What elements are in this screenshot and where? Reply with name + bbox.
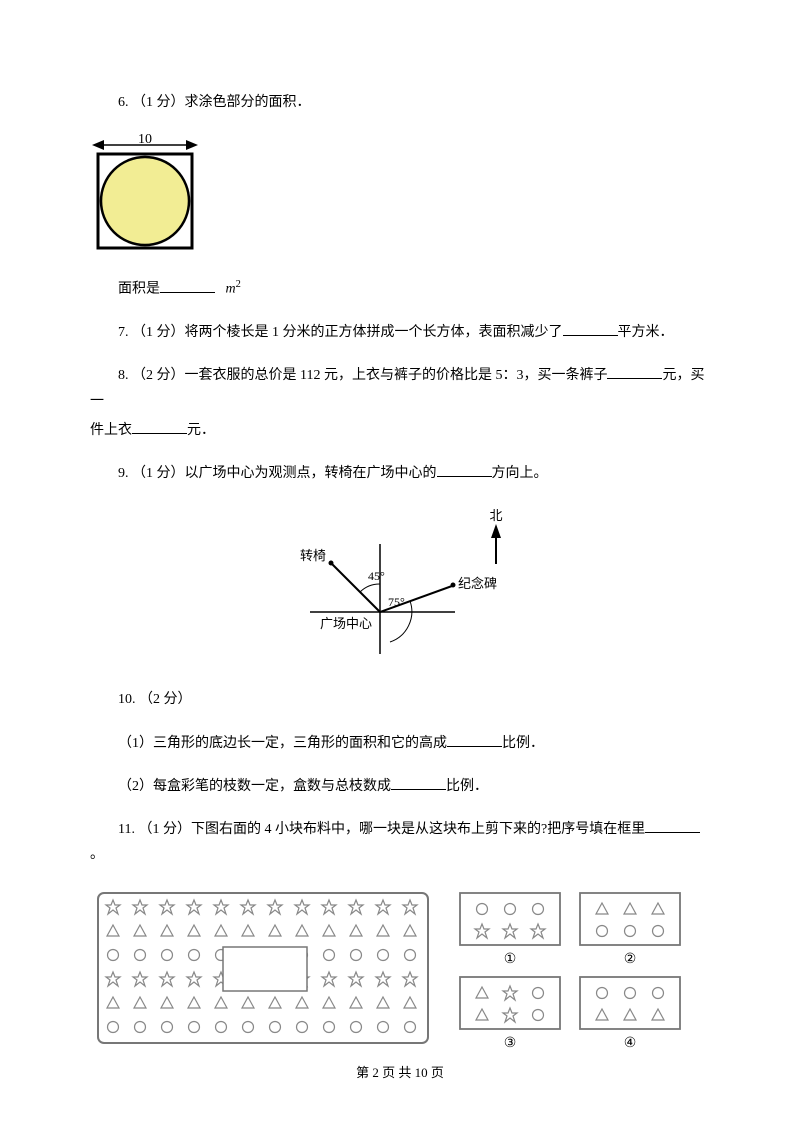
q11-blank[interactable]	[645, 819, 700, 833]
q10-blank1[interactable]	[447, 733, 502, 747]
q6-figure: 10	[90, 133, 710, 262]
q8-blank1[interactable]	[607, 365, 662, 379]
q10-p1-pre: （1）三角形的底边长一定，三角形的面积和它的高成	[118, 736, 447, 751]
q10-p2-post: 比例．	[446, 779, 488, 794]
direction-diagram-icon: 北 转椅 纪念碑 45° 75° 广场中心	[260, 504, 540, 664]
q11-post: 。	[90, 847, 104, 862]
q6-blank[interactable]	[160, 279, 215, 293]
q7-blank[interactable]	[563, 322, 618, 336]
center-label: 广场中心	[320, 616, 372, 631]
q10-blank2[interactable]	[391, 776, 446, 790]
q11-pre: 11. （1 分）下图右面的 4 小块布料中，哪一块是从这块布上剪下来的?把序号…	[118, 822, 645, 837]
q10-p2-pre: （2）每盒彩笔的枝数一定，盒数与总枝数成	[118, 779, 391, 794]
q6-answer: 面积是 m2	[90, 276, 710, 302]
monument-label: 纪念碑	[458, 576, 497, 591]
q11-figure: ① ② ③ ④	[90, 885, 710, 1064]
question-10-p1: （1）三角形的底边长一定，三角形的面积和它的高成 比例．	[90, 731, 710, 756]
unit-m: m	[226, 282, 236, 297]
footer-pre: 第	[356, 1065, 372, 1080]
question-8-line1: 8. （2 分）一套衣服的总价是 112 元，上衣与裤子的价格比是 5：3，买一…	[90, 363, 710, 413]
footer-mid: 页 共	[379, 1065, 415, 1080]
footer-post: 页	[428, 1065, 444, 1080]
question-7: 7. （1 分）将两个棱长是 1 分米的正方体拼成一个长方体，表面积减少了 平方米…	[90, 320, 710, 345]
q8-pre2: 件上衣	[90, 423, 132, 438]
q9-figure: 北 转椅 纪念碑 45° 75° 广场中心	[90, 504, 710, 673]
unit-sup: 2	[236, 279, 241, 290]
q8-pre1: 8. （2 分）一套衣服的总价是 112 元，上衣与裤子的价格比是 5：3，买一…	[118, 368, 607, 383]
fabric-pattern-icon: ① ② ③ ④	[90, 885, 700, 1055]
angle2: 75°	[388, 595, 405, 609]
angle1: 45°	[368, 569, 385, 583]
q9-blank[interactable]	[437, 463, 492, 477]
q8-post2: 元．	[187, 423, 215, 438]
q6-pre: 面积是	[118, 282, 160, 297]
opt-c: ③	[504, 1036, 517, 1051]
q7-post: 平方米．	[618, 325, 674, 340]
question-10-p2: （2）每盒彩笔的枝数一定，盒数与总枝数成 比例．	[90, 774, 710, 799]
question-8-line2: 件上衣 元．	[90, 418, 710, 443]
question-10-header: 10. （2 分）	[90, 687, 710, 712]
width-label: 10	[138, 133, 152, 147]
q9-post: 方向上。	[492, 466, 548, 481]
circle-in-square-icon: 10	[90, 133, 200, 253]
page-footer: 第 2 页 共 10 页	[0, 1061, 800, 1084]
question-11: 11. （1 分）下图右面的 4 小块布料中，哪一块是从这块布上剪下来的?把序号…	[90, 817, 710, 867]
chair-label: 转椅	[300, 548, 326, 563]
opt-b: ②	[624, 952, 637, 967]
north-label: 北	[489, 508, 502, 523]
q8-blank2[interactable]	[132, 420, 187, 434]
q9-pre: 9. （1 分）以广场中心为观测点，转椅在广场中心的	[118, 466, 437, 481]
q6-text: 6. （1 分）求涂色部分的面积．	[118, 95, 311, 110]
q7-pre: 7. （1 分）将两个棱长是 1 分米的正方体拼成一个长方体，表面积减少了	[118, 325, 563, 340]
question-6: 6. （1 分）求涂色部分的面积．	[90, 90, 710, 115]
question-9: 9. （1 分）以广场中心为观测点，转椅在广场中心的 方向上。	[90, 461, 710, 486]
q10-header: 10. （2 分）	[118, 692, 192, 707]
opt-d: ④	[624, 1036, 637, 1051]
footer-total: 10	[415, 1065, 428, 1080]
opt-a: ①	[504, 952, 517, 967]
q10-p1-post: 比例．	[502, 736, 544, 751]
